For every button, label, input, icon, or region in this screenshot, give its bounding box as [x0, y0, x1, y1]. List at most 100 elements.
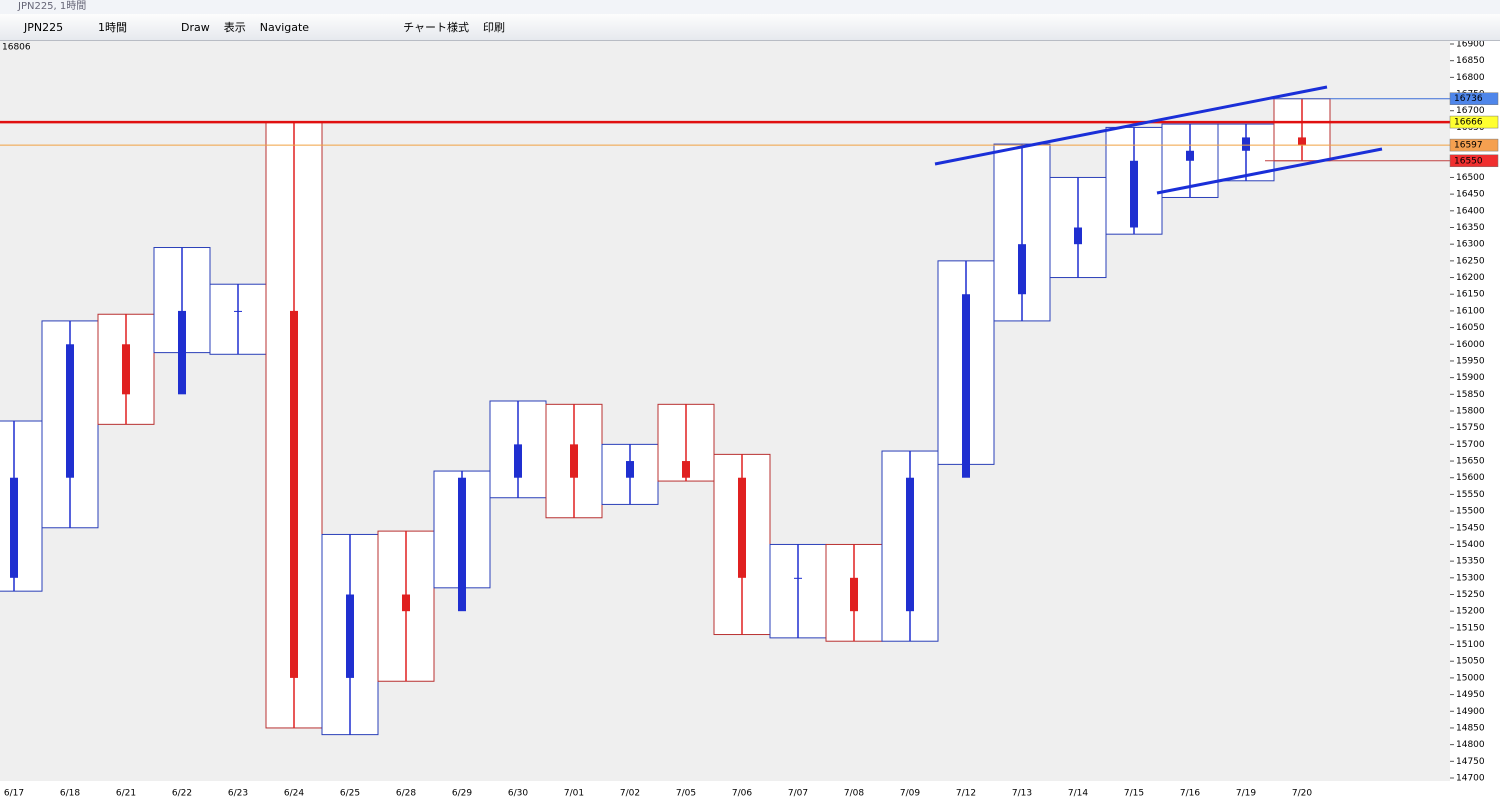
x-tick-label: 7/02 [620, 789, 640, 799]
y-tick-label: 16200 [1456, 273, 1485, 283]
candle-body [1074, 227, 1082, 245]
x-tick-label: 6/30 [508, 789, 528, 799]
y-tick-label: 15850 [1456, 390, 1485, 400]
y-tick-label: 14700 [1456, 774, 1485, 784]
navigate-menu[interactable]: Navigate [259, 20, 310, 34]
y-tick-label: 16250 [1456, 256, 1485, 266]
y-tick-label: 15050 [1456, 657, 1485, 667]
x-tick-label: 7/09 [900, 789, 920, 799]
candle-body [1018, 244, 1026, 295]
y-tick-label: 15300 [1456, 573, 1485, 583]
y-tick-label: 16000 [1456, 340, 1485, 350]
candle-body [794, 577, 802, 579]
y-tick-label: 15400 [1456, 540, 1485, 550]
price-label: 16736 [1454, 94, 1483, 104]
candle-body [346, 594, 354, 678]
x-tick-label: 7/07 [788, 789, 808, 799]
y-tick-label: 15900 [1456, 373, 1485, 383]
candle-body [122, 344, 130, 395]
candle-body [1186, 150, 1194, 161]
x-tick-label: 7/12 [956, 789, 976, 799]
y-tick-label: 16400 [1456, 206, 1485, 216]
y-tick-label: 16100 [1456, 306, 1485, 316]
title-bar: JPN225, 1時間 [0, 0, 1500, 14]
price-label: 16550 [1454, 156, 1483, 166]
print-menu[interactable]: 印刷 [482, 21, 505, 34]
x-tick-label: 6/23 [228, 789, 248, 799]
x-tick-label: 6/17 [4, 789, 24, 799]
x-tick-label: 7/15 [1124, 789, 1144, 799]
time-axis [0, 781, 1450, 805]
y-tick-label: 14750 [1456, 757, 1485, 767]
price-label-bg [1449, 92, 1499, 105]
x-tick-label: 6/21 [116, 789, 136, 799]
price-label-bg [1449, 154, 1499, 168]
price-label: 16597 [1454, 141, 1483, 151]
candle-body [10, 477, 18, 578]
symbol-select[interactable]: JPN225 [24, 20, 64, 34]
candle-body [626, 461, 634, 478]
y-tick-label: 14900 [1456, 707, 1485, 717]
trend-line[interactable] [1156, 147, 1383, 195]
x-tick-label: 7/08 [844, 789, 864, 799]
y-tick-label: 15700 [1456, 440, 1485, 450]
trend-line[interactable] [934, 85, 1328, 166]
x-tick-label: 7/06 [732, 789, 752, 799]
x-tick-label: 7/14 [1068, 789, 1088, 799]
candle-body [402, 594, 410, 612]
x-tick-label: 6/29 [452, 789, 472, 799]
x-tick-label: 6/24 [284, 789, 304, 799]
top-price-label: 16806 [2, 43, 31, 53]
x-tick-label: 7/20 [1292, 789, 1312, 799]
price-label-bg [1449, 115, 1499, 129]
y-tick-label: 15950 [1456, 356, 1485, 366]
timeframe-select[interactable]: 1時間 [98, 21, 127, 34]
x-tick-label: 6/18 [60, 789, 80, 799]
y-tick-label: 15750 [1456, 423, 1485, 433]
toolbar: JPN225 1時間 Draw 表示 Navigate チャート様式 印刷 [0, 14, 1500, 41]
candle-body [1130, 160, 1138, 228]
chart-style-menu[interactable]: チャート様式 [403, 21, 469, 34]
y-tick-label: 16900 [1456, 41, 1485, 50]
y-tick-label: 15650 [1456, 457, 1485, 467]
x-tick-label: 6/22 [172, 789, 192, 799]
y-tick-label: 14850 [1456, 723, 1485, 733]
y-tick-label: 16800 [1456, 73, 1485, 83]
candle-body [850, 577, 858, 612]
y-tick-label: 16300 [1456, 240, 1485, 250]
y-tick-label: 16150 [1456, 290, 1485, 300]
x-tick-label: 7/19 [1236, 789, 1256, 799]
y-tick-label: 16500 [1456, 173, 1485, 183]
candle-body [570, 444, 578, 478]
candle-body [514, 444, 522, 478]
candle-body [178, 310, 186, 395]
x-tick-label: 7/13 [1012, 789, 1032, 799]
chart: 16806 14700 14750 14800 14850 14900 14950 1500… [0, 41, 1500, 805]
x-tick-label: 7/16 [1180, 789, 1200, 799]
x-tick-label: 6/25 [340, 789, 360, 799]
candle-body [682, 461, 690, 478]
y-tick-label: 16450 [1456, 190, 1485, 200]
y-tick-label: 15200 [1456, 607, 1485, 617]
candle-body [1242, 137, 1250, 151]
y-tick-label: 15800 [1456, 407, 1485, 417]
y-tick-label: 15100 [1456, 640, 1485, 650]
y-tick-label: 16350 [1456, 223, 1485, 233]
price-axis [1450, 41, 1500, 805]
candle-body [234, 310, 242, 312]
candle-body [962, 294, 970, 478]
price-label-bg [1449, 138, 1499, 152]
y-tick-label: 15350 [1456, 557, 1485, 567]
draw-menu[interactable]: Draw [181, 20, 210, 34]
y-tick-label: 16850 [1456, 56, 1485, 66]
candle-body [66, 344, 74, 478]
x-tick-label: 7/05 [676, 789, 696, 799]
candle-body [290, 310, 298, 678]
y-tick-label: 15000 [1456, 673, 1485, 683]
window-title: JPN225, 1時間 [18, 1, 87, 12]
candle-body [906, 477, 914, 612]
y-tick-label: 16700 [1456, 106, 1485, 116]
y-tick-label: 15500 [1456, 507, 1485, 517]
view-menu[interactable]: 表示 [223, 21, 246, 34]
y-tick-label: 15600 [1456, 473, 1485, 483]
